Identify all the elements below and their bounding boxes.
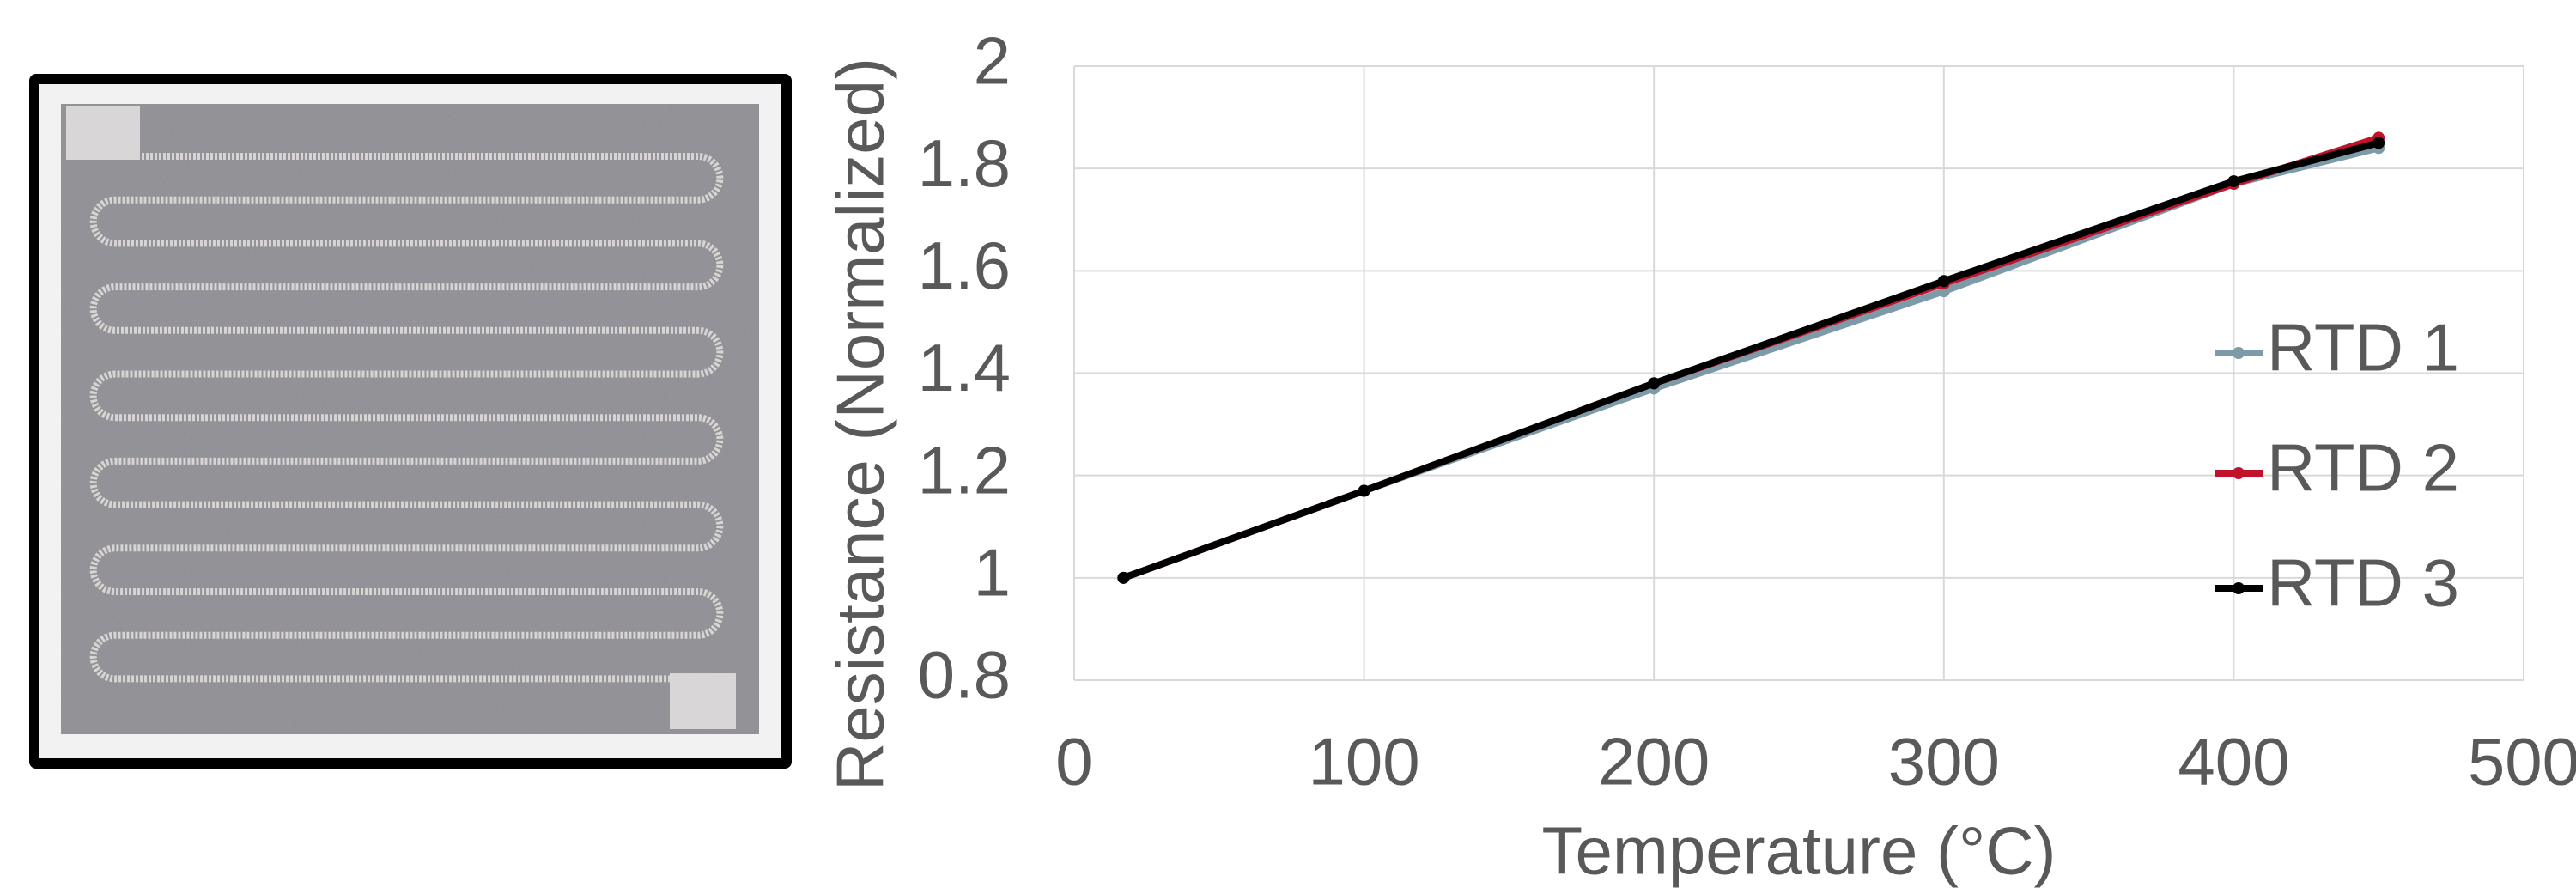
data-point bbox=[1937, 275, 1950, 288]
x-tick-label: 0 bbox=[1055, 724, 1092, 800]
y-tick-label: 1.4 bbox=[918, 330, 1011, 405]
y-tick-label: 1 bbox=[974, 534, 1011, 610]
y-tick-label: 1.8 bbox=[918, 125, 1011, 201]
x-tick-label: 400 bbox=[2178, 724, 2289, 800]
data-point bbox=[1648, 377, 1661, 390]
legend-marker bbox=[2233, 467, 2245, 479]
y-tick-label: 0.8 bbox=[918, 637, 1011, 713]
y-tick-label: 1.2 bbox=[918, 432, 1011, 508]
data-point bbox=[2372, 137, 2385, 149]
y-axis-title: Resistance (Normalized) bbox=[823, 58, 898, 791]
legend-label: RTD 1 bbox=[2267, 310, 2459, 386]
series-line bbox=[1122, 139, 2380, 581]
legend-marker bbox=[2233, 347, 2245, 359]
data-point bbox=[1358, 484, 1370, 497]
data-point bbox=[1117, 571, 1130, 584]
x-tick-label: 300 bbox=[1888, 724, 2000, 800]
data-point bbox=[2227, 175, 2240, 188]
x-axis-title: Temperature (°C) bbox=[1541, 813, 2056, 889]
legend-marker bbox=[2233, 582, 2245, 594]
contact-pad bbox=[670, 673, 736, 729]
contact-pad bbox=[66, 106, 140, 160]
x-tick-label: 500 bbox=[2468, 724, 2576, 800]
legend-label: RTD 3 bbox=[2267, 545, 2459, 621]
y-tick-label: 2 bbox=[974, 23, 1011, 99]
y-tick-label: 1.6 bbox=[918, 228, 1011, 303]
x-tick-label: 100 bbox=[1309, 724, 1420, 800]
rtd-photo bbox=[29, 74, 792, 769]
x-tick-label: 200 bbox=[1598, 724, 1710, 800]
serpentine-trace bbox=[89, 153, 724, 683]
legend-label: RTD 2 bbox=[2267, 430, 2459, 506]
